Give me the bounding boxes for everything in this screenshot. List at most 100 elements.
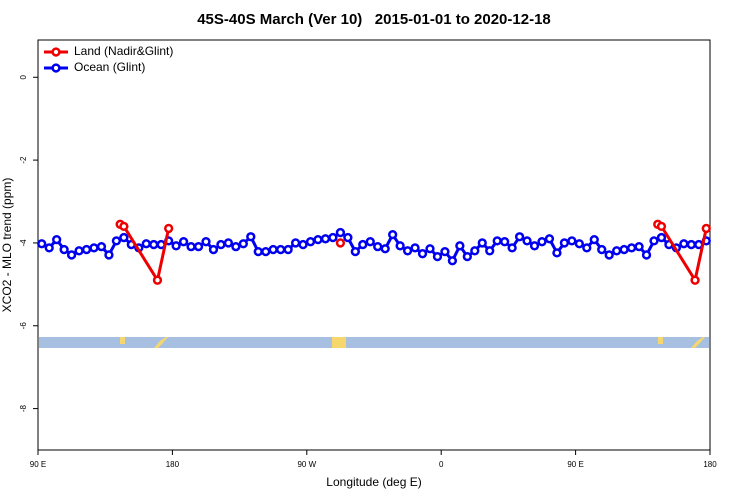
data-point [619,244,629,255]
data-point [208,244,219,255]
legend-label: Land (Nadir&Glint) [74,44,173,58]
data-point [373,242,383,252]
y-axis-label: XCO2 - MLO trend (ppm) [0,178,14,313]
data-point [261,246,271,257]
land-patch [120,337,125,344]
data-point [604,250,614,260]
y-tick-label: -4 [19,239,28,247]
x-tick-label: 90 E [30,460,46,469]
y-tick-label: 0 [19,74,28,79]
data-point [320,234,331,244]
data-point [529,241,540,251]
data-point [402,246,413,256]
data-point [171,241,181,251]
data-point [462,251,472,262]
data-point [574,239,584,249]
data-point [537,237,547,247]
x-tick-label: 180 [166,460,180,469]
data-point [470,246,480,256]
data-point [432,251,443,262]
data-point [395,241,405,251]
legend-label: Ocean (Glint) [74,60,145,74]
land-patch [332,337,346,348]
y-tick-label: -6 [19,322,28,330]
data-point [89,243,99,253]
data-point [305,237,316,247]
data-point [559,238,570,248]
data-point [679,239,689,249]
data-point [447,256,458,266]
data-point [380,244,390,254]
data-point [410,243,420,253]
data-point [507,243,517,253]
data-point [544,234,555,244]
x-axis-label: Longitude (deg E) [326,475,421,489]
data-point [365,237,375,247]
data-point [612,246,622,256]
data-point [223,238,234,248]
data-point [552,248,562,258]
legend-marker [51,47,61,57]
data-point [634,242,644,252]
data-point [597,244,607,255]
data-point [649,236,659,246]
data-point [201,237,211,247]
legend-marker [51,63,61,73]
data-point [111,236,122,246]
data-point [656,232,667,243]
data-point [358,239,368,250]
data-point [37,239,47,249]
data-point [104,250,114,260]
data-point [290,238,301,248]
data-point [686,239,696,250]
data-point [178,237,189,247]
data-point [96,242,107,252]
data-point [514,232,525,242]
data-point [335,238,346,248]
mask-strip [39,337,709,348]
chart-title: 45S-40S March (Ver 10) 2015-01-01 to 202… [197,11,551,28]
ocean-strip [39,337,709,348]
data-point [589,234,599,245]
land-patch [658,337,663,344]
series [115,219,711,285]
data-point [66,250,77,260]
data-point [626,243,637,253]
data-point [164,223,174,234]
data-point [567,236,577,246]
data-point [193,242,204,252]
data-point [350,246,360,257]
x-tick-label: 180 [703,460,717,469]
land-patch [154,337,168,348]
data-point [582,243,592,253]
data-point [690,275,700,285]
data-point [492,236,502,246]
data-point [477,238,487,248]
data-point [388,229,398,240]
data-point [298,239,308,250]
data-point [283,244,293,255]
data-point [641,250,652,260]
data-point [425,244,435,254]
x-tick-label: 90 W [297,460,316,469]
data-point [74,246,84,256]
data-point [313,234,323,245]
data-point [246,232,256,242]
data-point [81,244,92,255]
data-point [276,244,286,255]
data-point [500,237,510,247]
data-point [141,239,151,249]
data-point [417,249,428,259]
y-tick-label: -2 [19,156,28,164]
data-point [238,239,248,249]
data-point [455,241,465,251]
data-point [119,232,129,243]
data-point [485,246,495,256]
series [37,227,711,266]
data-point [152,275,163,285]
data-point [335,227,346,238]
data-point [52,234,62,245]
data-point [186,242,196,252]
data-point [440,246,450,257]
